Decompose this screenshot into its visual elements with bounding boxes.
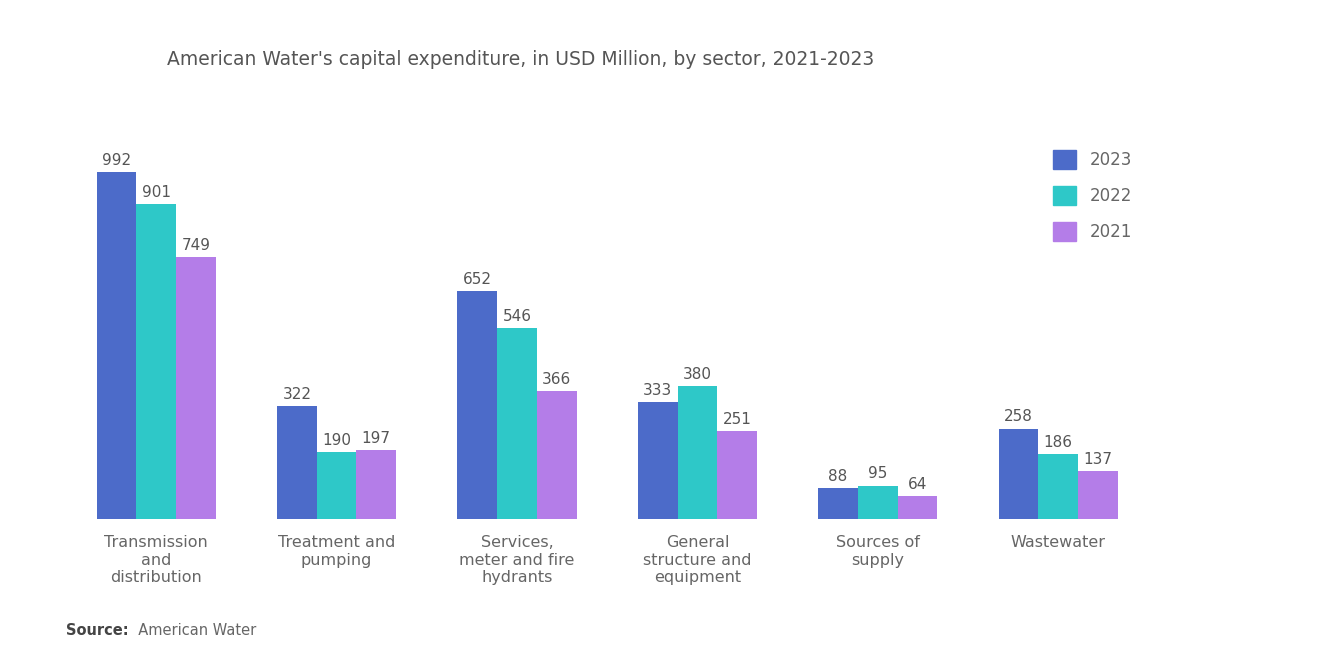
Bar [898,496,937,519]
Bar [176,257,215,519]
Text: 546: 546 [503,309,532,324]
Text: 992: 992 [102,153,131,168]
Text: 366: 366 [543,372,572,387]
Text: 322: 322 [282,387,312,402]
Text: 380: 380 [682,367,711,382]
Bar [717,431,756,519]
Bar [999,429,1039,519]
Bar [537,391,577,519]
Bar [277,406,317,519]
Title: American Water's capital expenditure, in USD Million, by sector, 2021-2023: American Water's capital expenditure, in… [168,50,874,69]
Text: 64: 64 [908,477,927,492]
Bar [498,328,537,519]
Bar [818,488,858,519]
Text: Source:: Source: [66,623,128,638]
Legend: 2023, 2022, 2021: 2023, 2022, 2021 [1044,142,1140,249]
Bar [356,450,396,519]
Text: 333: 333 [643,383,672,398]
Text: 251: 251 [722,412,751,427]
Text: 258: 258 [1005,410,1034,424]
Text: 190: 190 [322,433,351,448]
Text: 197: 197 [362,431,391,446]
Bar [1078,471,1118,519]
Text: 186: 186 [1044,434,1073,450]
Bar [136,204,176,519]
Text: American Water: American Water [129,623,256,638]
Text: 88: 88 [829,469,847,484]
Bar [317,452,356,519]
Text: 652: 652 [463,272,492,287]
Text: 901: 901 [141,185,170,200]
Text: 749: 749 [181,238,210,253]
Bar [858,485,898,519]
Bar [638,402,677,519]
Bar [458,291,498,519]
Text: 95: 95 [869,466,887,481]
Bar [1039,454,1078,519]
Bar [96,172,136,519]
Text: 137: 137 [1084,452,1113,467]
Bar [677,386,717,519]
